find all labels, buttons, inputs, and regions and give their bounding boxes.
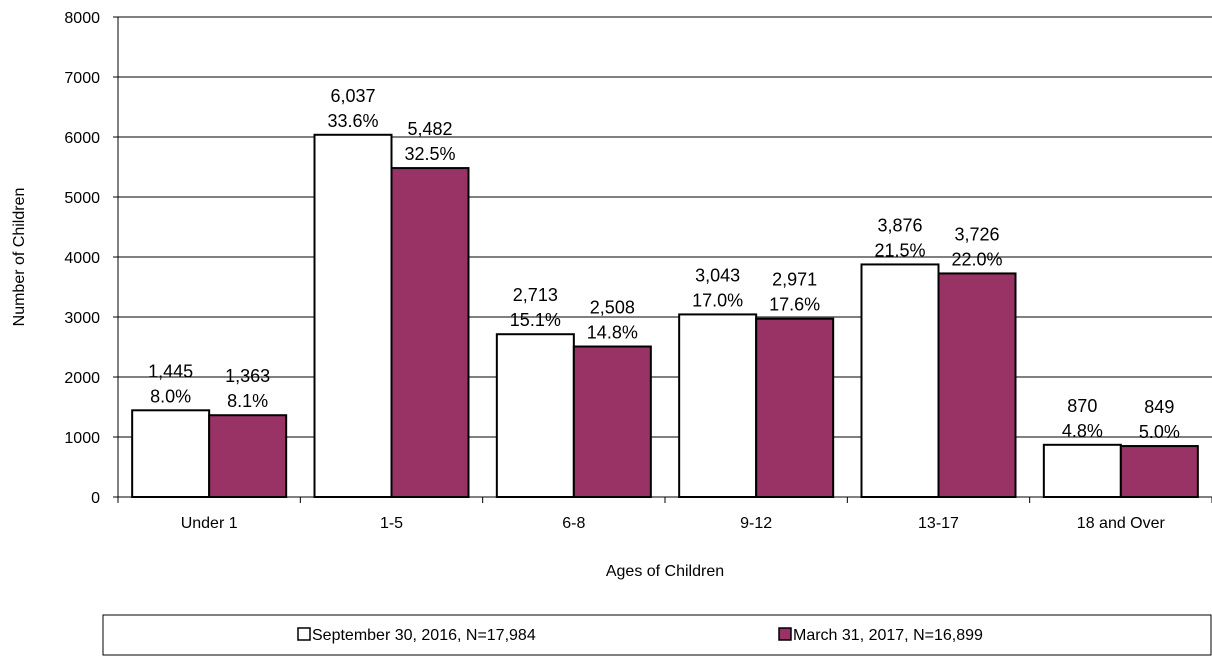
legend-swatch-mar-2017 [778,627,792,641]
data-label-percent: 14.8% [587,323,638,343]
bar-sep-2016 [1042,443,1122,498]
data-label-value: 1,445 [148,361,193,381]
y-tick-label: 0 [91,490,100,507]
legend-label: September 30, 2016, N=17,984 [312,627,536,644]
data-label-percent: 22.0% [951,249,1002,269]
data-label-value: 5,482 [407,119,452,139]
y-tick-label: 2000 [64,370,100,387]
data-label-value: 2,508 [590,298,635,318]
data-label-percent: 15.1% [510,310,561,330]
y-tick-label: 8000 [64,10,100,27]
bar-sep-2016 [860,263,940,498]
data-label-value: 3,043 [695,265,740,285]
data-label-percent: 4.8% [1062,421,1103,441]
data-label-value: 6,037 [330,86,375,106]
data-label-percent: 17.6% [769,295,820,315]
y-tick-label: 3000 [64,310,100,327]
y-tick-label: 4000 [64,250,100,267]
data-label-value: 870 [1067,396,1097,416]
data-label-value: 3,726 [954,224,999,244]
data-label-percent: 8.1% [227,391,268,411]
data-label-value: 2,713 [513,285,558,305]
x-tick-label: 18 and Over [1077,515,1166,532]
data-label-value: 2,971 [772,270,817,290]
y-tick-label: 1000 [64,430,100,447]
legend: September 30, 2016, N=17,984 March 31, 20… [102,614,1212,656]
bar-mar-2017 [1119,445,1199,498]
legend-swatch-sep-2016 [297,627,311,641]
bars [131,133,1199,499]
bar-mar-2017 [572,345,652,498]
legend-label: March 31, 2017, N=16,899 [793,627,983,644]
axes: 0 1000 2000 3000 4000 5000 6000 7000 8000 Under 1… [64,10,1212,532]
x-tick-label: 13-17 [918,515,959,532]
bar-mar-2017 [755,317,835,498]
x-tick-label: 6-8 [562,515,585,532]
bar-mar-2017 [390,167,470,499]
y-tick-label: 6000 [64,130,100,147]
data-label-percent: 5.0% [1139,422,1180,442]
y-axis-title: Number of Children [11,188,28,327]
data-label-value: 3,876 [877,215,922,235]
bar-sep-2016 [678,313,758,499]
data-label-value: 1,363 [225,366,270,386]
data-labels: 1,445 8.0% 6,037 33.6% 2,713 15.1% 3,043 17.0% 3… [148,86,1180,442]
bar-sep-2016 [131,409,211,498]
bar-mar-2017 [208,414,288,498]
bar-sep-2016 [495,333,575,498]
data-label-percent: 17.0% [692,290,743,310]
legend-box [102,614,1212,656]
y-tick-label: 5000 [64,190,100,207]
y-tick-label: 7000 [64,70,100,87]
bar-sep-2016 [313,133,393,498]
data-label-value: 849 [1144,397,1174,417]
data-label-percent: 8.0% [150,386,191,406]
x-axis-title: Ages of Children [606,563,724,580]
gridlines [118,16,1212,438]
data-label-percent: 21.5% [874,240,925,260]
data-label-percent: 33.6% [327,111,378,131]
x-tick-label: 1-5 [380,515,403,532]
x-tick-label: 9-12 [740,515,772,532]
x-tick-label: Under 1 [181,515,238,532]
data-label-percent: 32.5% [404,144,455,164]
bar-mar-2017 [937,272,1017,498]
